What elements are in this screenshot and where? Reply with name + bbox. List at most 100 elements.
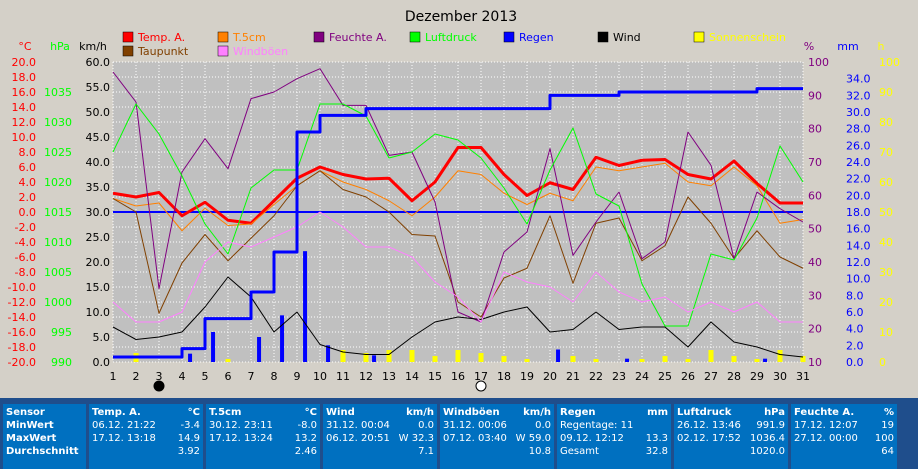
temp-axis-tick: 4.0	[19, 176, 37, 189]
stats-row: 17.12. 12:07 19	[794, 419, 894, 432]
humidity-axis-tick: 20	[808, 323, 822, 336]
temp-axis-tick: 0.0	[19, 206, 37, 219]
temp-axis-tick: 2.0	[19, 191, 37, 204]
stats-value: 13.3	[645, 433, 668, 444]
x-axis-tick: 4	[179, 370, 186, 383]
sunshine-bar	[455, 350, 461, 362]
temp-axis-tick: -16.0	[8, 326, 36, 339]
stats-date-time: 06.12. 21:22	[92, 420, 156, 431]
legend-swatch	[217, 31, 229, 43]
stats-label-sensor: Sensor	[6, 407, 45, 418]
temp-axis-tick: 18.0	[12, 71, 37, 84]
legend-swatch	[409, 31, 421, 43]
rain-axis-tick: 4.0	[846, 323, 864, 336]
temp-axis-tick: 8.0	[19, 146, 37, 159]
stats-date-time: Gesamt	[560, 446, 599, 457]
legend-label: Windböen	[233, 45, 288, 58]
stats-sensor-name: Luftdruck	[677, 407, 732, 418]
x-axis-tick: 31	[796, 370, 810, 383]
stats-row: Regentage: 11	[560, 419, 668, 432]
sun-axis-label: h	[878, 40, 885, 53]
rain-bar	[556, 349, 561, 362]
x-axis-tick: 22	[589, 370, 603, 383]
temp-axis-tick: 6.0	[19, 161, 37, 174]
sunshine-bar	[409, 350, 415, 362]
stats-row: 02.12. 17:52 1036.4	[677, 432, 785, 445]
sun-axis-tick: 10	[879, 326, 893, 339]
rain-axis-tick: 12.0	[846, 256, 871, 269]
rain-axis-tick: 0.0	[846, 356, 864, 369]
stats-value: 10.8	[528, 446, 551, 457]
wind-axis-tick: 60.0	[86, 56, 111, 69]
x-axis-tick: 11	[336, 370, 350, 383]
stats-value: 1020.0	[750, 446, 785, 457]
stats-row: 26.12. 13:46 991.9	[677, 419, 785, 432]
legend-label: Luftdruck	[425, 31, 477, 44]
stats-unit: hPa	[764, 407, 785, 418]
stats-date-time: 26.12. 13:46	[677, 420, 741, 431]
x-axis-tick: 1	[110, 370, 117, 383]
humidity-axis-tick: 30	[808, 289, 822, 302]
temp-axis-tick: 14.0	[12, 101, 37, 114]
stats-row: 31.12. 00:04 0.0	[326, 419, 434, 432]
rain-axis-tick: 30.0	[846, 106, 871, 119]
humidity-axis-label: %	[804, 40, 814, 53]
stats-label-min: MinWert	[6, 420, 54, 431]
stats-row: 7.1	[326, 445, 434, 458]
stats-value: 13.2	[294, 433, 317, 444]
sunshine-bar	[478, 353, 484, 362]
series-lines	[112, 68, 804, 359]
temp-axis-tick: -20.0	[8, 356, 36, 369]
stats-date-time: 31.12. 00:06	[443, 420, 507, 431]
legend-label: Regen	[519, 31, 554, 44]
legend-label: Taupunkt	[137, 45, 189, 58]
stats-row: 09.12. 12:12 13.3	[560, 432, 668, 445]
x-axis-tick: 30	[773, 370, 787, 383]
stats-value: 19	[881, 420, 894, 431]
humidity-axis-tick: 10	[808, 356, 822, 369]
humidity-axis-tick: 100	[808, 56, 829, 69]
rain-axis-tick: 6.0	[846, 306, 864, 319]
humidity-axis-tick: 70	[808, 156, 822, 169]
chart-title: Dezember 2013	[405, 9, 517, 25]
axis-labels: °C hPa km/h% mm h	[18, 40, 884, 53]
temp-axis-tick: -18.0	[8, 341, 36, 354]
sunshine-bar	[524, 359, 530, 362]
stats-sensor-name: Windböen	[443, 407, 500, 418]
sunshine-bar	[708, 350, 714, 362]
stats-unit: °C	[304, 407, 317, 418]
stats-column: Feuchte A.% 17.12. 12:07 19 27.12. 00:00 100…	[791, 404, 897, 469]
series-line-temp-a	[112, 146, 803, 225]
stats-column: Luftdruck hPa 26.12. 13:46 991.9 02.12. 17:5…	[674, 404, 788, 469]
legend-swatch	[313, 31, 325, 43]
legend-label: Wind	[613, 31, 641, 44]
stats-row: 3.92	[92, 445, 200, 458]
stats-sensor-name: Wind	[326, 407, 355, 418]
stats-row: Gesamt 32.8	[560, 445, 668, 458]
legend-label: T.5cm	[232, 31, 266, 44]
stats-date-time: 31.12. 00:04	[326, 420, 390, 431]
wind-axis-tick: 30.0	[86, 206, 111, 219]
rain-axis-tick: 24.0	[846, 156, 871, 169]
stats-date-time: 17.12. 13:18	[92, 433, 156, 444]
sunshine-bar	[754, 359, 760, 362]
stats-date-time: 06.12. 20:51	[326, 433, 390, 444]
legend-label: Temp. A.	[137, 31, 185, 44]
sunshine-bar	[432, 356, 438, 362]
wind-axis-tick: 50.0	[86, 106, 111, 119]
legend-label: Sonnenschein	[709, 31, 786, 44]
sun-axis-tick: 60	[879, 176, 893, 189]
wind-axis-tick: 5.0	[93, 331, 111, 344]
pressure-axis-tick: 1025	[44, 146, 72, 159]
stats-date-time: 30.12. 23:11	[209, 420, 273, 431]
temp-axis-tick: -4.0	[15, 236, 36, 249]
stats-column: Regen mm Regentage: 11 09.12. 12:12 13.3 Gesa…	[557, 404, 671, 469]
rain-axis-tick: 34.0	[846, 73, 871, 86]
legend-swatch	[693, 31, 705, 43]
stats-row: 06.12. 20:51 W 32.3	[326, 432, 434, 445]
stats-value: 0.0	[418, 420, 434, 431]
wind-axis-label: km/h	[79, 40, 107, 53]
sunshine-bar	[386, 350, 392, 362]
legend: Temp. A. T.5cm Feuchte A. Luftdruck Regen Win…	[122, 31, 786, 58]
x-axis-tick: 23	[612, 370, 626, 383]
